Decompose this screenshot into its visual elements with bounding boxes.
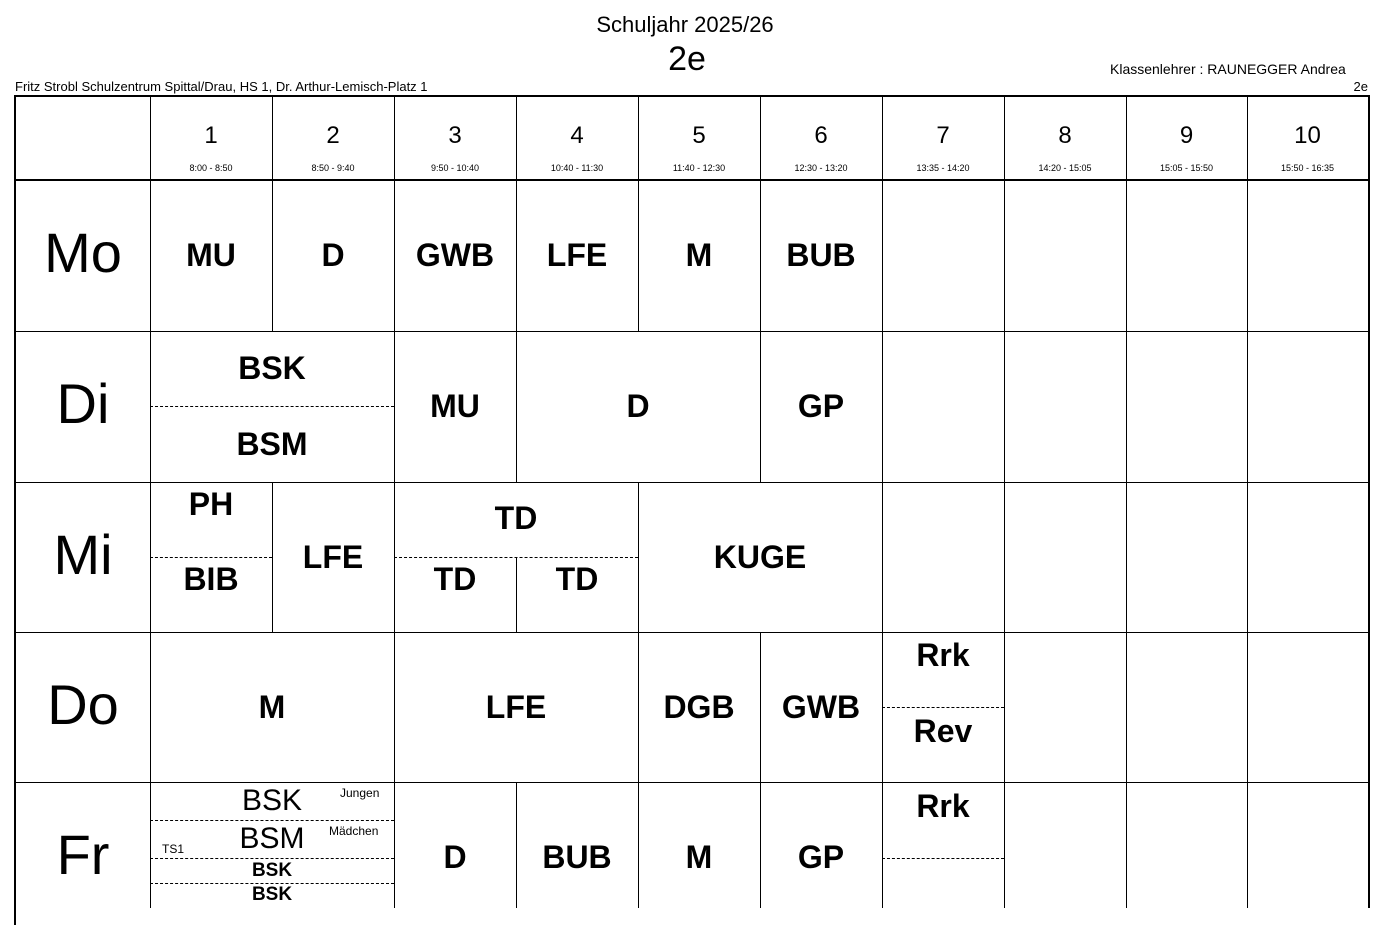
lesson-mi-3-bottom[interactable]: TD: [433, 561, 477, 597]
lesson-fr-7-top[interactable]: Rrk: [916, 788, 970, 824]
lesson-di-3[interactable]: MU: [430, 388, 480, 424]
lesson-mo-5[interactable]: M: [685, 237, 713, 273]
lesson-fr-12-d[interactable]: BSK: [251, 884, 293, 905]
period-3-number: 3: [448, 122, 462, 149]
period-9-time: 15:05 - 15:50: [1159, 163, 1214, 173]
period-10-number: 10: [1294, 122, 1321, 149]
lesson-do-5[interactable]: DGB: [663, 688, 735, 725]
class-label: 2e: [1353, 79, 1368, 94]
lesson-mi-2[interactable]: LFE: [302, 538, 364, 575]
period-6-number: 6: [814, 122, 828, 149]
lesson-di-45[interactable]: D: [626, 388, 650, 424]
period-7-number: 7: [936, 122, 950, 149]
day-label-do: Do: [47, 673, 119, 736]
period-2-number: 2: [326, 122, 340, 149]
lesson-mi-4-bottom[interactable]: TD: [555, 561, 599, 597]
class-title: 2e: [668, 40, 706, 78]
day-label-fr: Fr: [56, 823, 110, 886]
timetable-grid: [14, 95, 1370, 925]
period-2-time: 8:50 - 9:40: [311, 163, 355, 173]
lesson-fr-4[interactable]: BUB: [542, 838, 612, 875]
group-note-maedchen: Mädchen: [329, 824, 379, 838]
lesson-do-12[interactable]: M: [258, 688, 286, 725]
lesson-mi-34-top[interactable]: TD: [494, 500, 538, 536]
lesson-do-7-top[interactable]: Rrk: [916, 637, 970, 673]
lesson-mo-2[interactable]: D: [321, 237, 345, 273]
day-label-mo: Mo: [44, 221, 122, 284]
room-ts1: TS1: [162, 842, 185, 856]
period-3-time: 9:50 - 10:40: [430, 163, 480, 173]
day-label-mi: Mi: [53, 523, 113, 586]
period-5-time: 11:40 - 12:30: [672, 163, 726, 173]
class-teacher: Klassenlehrer : RAUNEGGER Andrea: [1110, 61, 1346, 77]
period-5-number: 5: [692, 122, 706, 149]
lesson-mi-1-top[interactable]: PH: [188, 486, 234, 522]
lesson-mi-1-bottom[interactable]: BIB: [183, 561, 239, 597]
group-note-jungen: Jungen: [340, 786, 380, 800]
period-6-time: 12:30 - 13:20: [794, 163, 848, 173]
period-1-number: 1: [204, 122, 218, 149]
period-4-number: 4: [570, 122, 584, 149]
lesson-di-6[interactable]: GP: [797, 388, 845, 424]
lesson-fr-12-b[interactable]: BSM: [239, 822, 305, 855]
lesson-do-34[interactable]: LFE: [485, 688, 547, 725]
lesson-fr-12-c[interactable]: BSK: [251, 860, 293, 881]
lesson-mo-6[interactable]: BUB: [786, 237, 856, 273]
period-7-time: 13:35 - 14:20: [916, 163, 970, 173]
period-8-number: 8: [1058, 122, 1072, 149]
school-address: Fritz Strobl Schulzentrum Spittal/Drau, …: [15, 79, 428, 94]
lesson-fr-3[interactable]: D: [443, 838, 467, 875]
day-label-di: Di: [56, 372, 110, 435]
lesson-mo-3[interactable]: GWB: [415, 237, 495, 273]
lesson-fr-6[interactable]: GP: [797, 838, 845, 875]
lesson-di-12-bottom[interactable]: BSM: [236, 425, 308, 462]
period-1-time: 8:00 - 8:50: [189, 163, 233, 173]
lesson-mo-4[interactable]: LFE: [546, 237, 608, 273]
period-10-time: 15:50 - 16:35: [1280, 163, 1335, 173]
lesson-mi-56[interactable]: KUGE: [713, 538, 807, 575]
period-9-number: 9: [1179, 122, 1194, 149]
lesson-do-6[interactable]: GWB: [781, 688, 861, 725]
lesson-mo-1[interactable]: MU: [186, 237, 236, 273]
lesson-di-12-top[interactable]: BSK: [238, 350, 306, 386]
lesson-fr-12-a[interactable]: BSK: [241, 784, 303, 817]
period-8-time: 14:20 - 15:05: [1038, 163, 1092, 173]
period-4-time: 10:40 - 11:30: [550, 163, 604, 173]
lesson-fr-5[interactable]: M: [685, 838, 713, 875]
school-year: Schuljahr 2025/26: [596, 12, 774, 37]
lesson-do-7-bottom[interactable]: Rev: [913, 713, 973, 749]
